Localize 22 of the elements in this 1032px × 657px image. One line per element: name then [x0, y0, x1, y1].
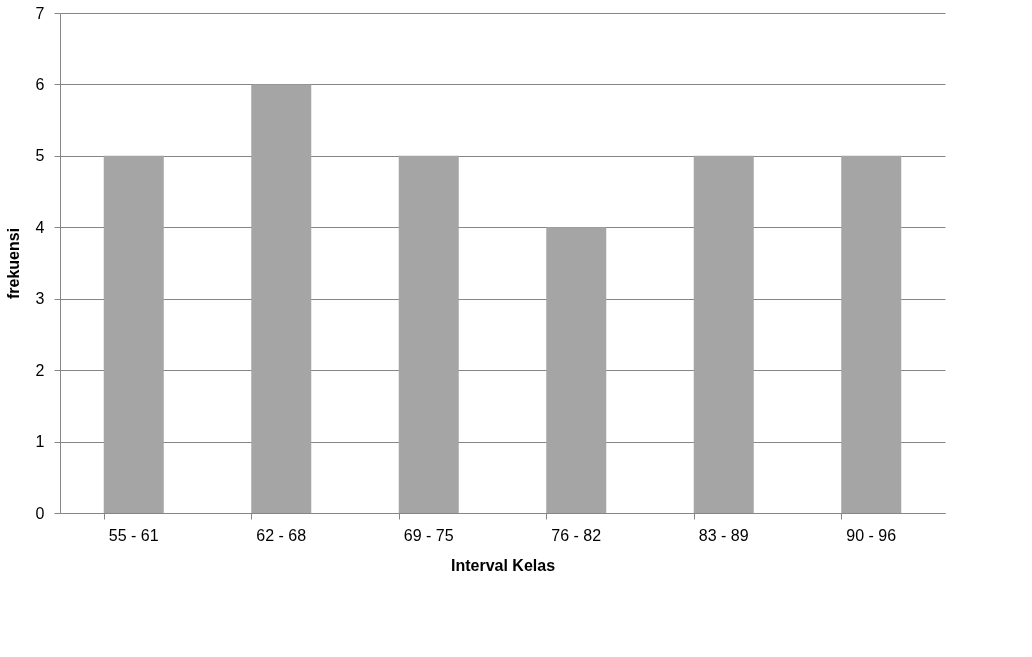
y-tick-label: 3 [35, 290, 45, 308]
y-tick-label: 2 [35, 361, 45, 379]
y-tick-label: 7 [35, 4, 45, 22]
x-tick-label: 90 - 96 [846, 526, 897, 544]
y-tick-label: 1 [35, 433, 45, 451]
y-tick-label: 4 [35, 218, 45, 236]
x-axis-title: Interval Kelas [450, 556, 556, 574]
bar [103, 155, 164, 513]
bar [546, 227, 607, 513]
bar [398, 155, 459, 513]
x-tick-label: 76 - 82 [551, 526, 602, 544]
bar [841, 155, 902, 513]
bar [251, 84, 312, 513]
y-tick-label: 6 [35, 75, 45, 93]
x-tick-label: 55 - 61 [108, 526, 159, 544]
x-tick-label: 62 - 68 [256, 526, 307, 544]
bar [693, 155, 754, 513]
x-tick-label: 83 - 89 [698, 526, 749, 544]
y-tick-label: 5 [35, 147, 45, 165]
y-axis-title: frekuensi [4, 227, 22, 300]
y-tick-label: 0 [35, 504, 45, 522]
x-tick-label: 69 - 75 [403, 526, 454, 544]
